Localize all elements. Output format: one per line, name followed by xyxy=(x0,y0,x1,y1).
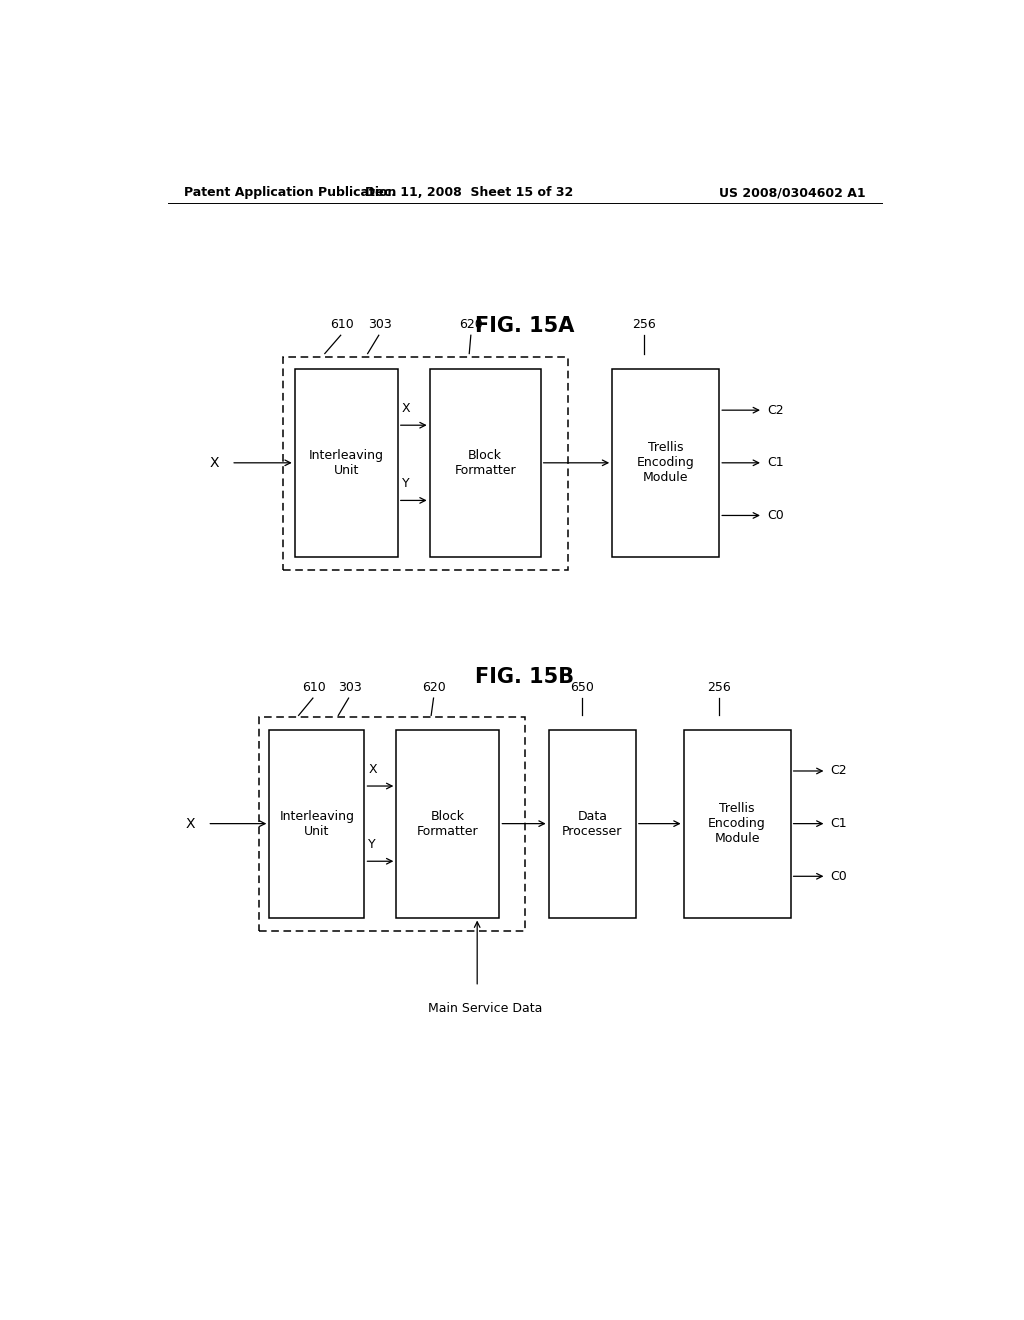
Text: FIG. 15B: FIG. 15B xyxy=(475,667,574,686)
Text: C0: C0 xyxy=(830,870,847,883)
Text: 610: 610 xyxy=(303,681,327,694)
Text: 620: 620 xyxy=(459,318,482,331)
Text: FIG. 15A: FIG. 15A xyxy=(475,315,574,337)
Text: 620: 620 xyxy=(422,681,445,694)
Text: C2: C2 xyxy=(830,764,847,777)
Text: C1: C1 xyxy=(767,457,783,470)
Text: Interleaving
Unit: Interleaving Unit xyxy=(280,809,354,838)
Text: X: X xyxy=(401,403,411,414)
Text: Dec. 11, 2008  Sheet 15 of 32: Dec. 11, 2008 Sheet 15 of 32 xyxy=(366,186,573,199)
Text: X: X xyxy=(186,817,196,830)
Text: 610: 610 xyxy=(331,318,354,331)
Text: Trellis
Encoding
Module: Trellis Encoding Module xyxy=(709,803,766,845)
Bar xyxy=(430,368,541,557)
Text: Y: Y xyxy=(369,838,376,851)
Text: X: X xyxy=(369,763,377,776)
Text: Data
Processer: Data Processer xyxy=(562,809,623,838)
Text: Block
Formatter: Block Formatter xyxy=(417,809,478,838)
Text: Y: Y xyxy=(401,478,410,490)
Bar xyxy=(295,368,397,557)
Text: 303: 303 xyxy=(369,318,392,331)
Bar xyxy=(396,730,500,917)
Bar xyxy=(283,356,568,570)
Bar xyxy=(549,730,636,917)
Text: 256: 256 xyxy=(632,318,655,331)
Text: 256: 256 xyxy=(708,681,731,694)
Text: X: X xyxy=(210,455,219,470)
Text: C2: C2 xyxy=(767,404,783,417)
Text: US 2008/0304602 A1: US 2008/0304602 A1 xyxy=(720,186,866,199)
Text: Patent Application Publication: Patent Application Publication xyxy=(183,186,396,199)
Bar xyxy=(612,368,719,557)
Bar xyxy=(259,718,524,931)
Text: 303: 303 xyxy=(338,681,362,694)
Text: C1: C1 xyxy=(830,817,847,830)
Text: Main Service Data: Main Service Data xyxy=(428,1002,543,1015)
Bar xyxy=(684,730,791,917)
Text: 650: 650 xyxy=(570,681,594,694)
Text: Trellis
Encoding
Module: Trellis Encoding Module xyxy=(637,441,694,484)
Text: C0: C0 xyxy=(767,510,783,521)
Bar xyxy=(269,730,365,917)
Text: Interleaving
Unit: Interleaving Unit xyxy=(309,449,384,477)
Text: Block
Formatter: Block Formatter xyxy=(455,449,516,477)
